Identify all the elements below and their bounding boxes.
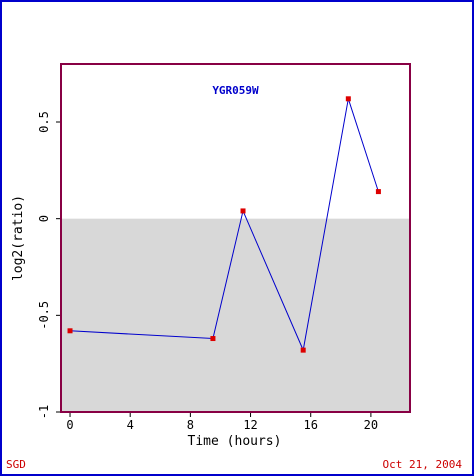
series-line	[69, 98, 379, 352]
footer-source: SGD	[6, 458, 26, 471]
x-tick-label: 0	[66, 418, 73, 432]
y-tick-label: 0.5	[37, 111, 51, 133]
data-point	[67, 328, 73, 334]
data-point	[300, 347, 306, 353]
data-markers	[67, 96, 381, 353]
data-point	[375, 189, 381, 195]
x-tick-label: 8	[187, 418, 194, 432]
x-tick-label: 4	[127, 418, 134, 432]
chart-title: YGR059W	[212, 84, 259, 97]
footer-date: Oct 21, 2004	[382, 458, 462, 471]
negative-region-shade	[61, 218, 410, 412]
y-tick-label: -0.5	[37, 301, 51, 330]
tick-labels: 0 4 8 12 16 20 -1 -0.5 0 0.5	[37, 111, 378, 432]
x-tick-label: 16	[303, 418, 317, 432]
data-point	[210, 336, 216, 342]
y-tick-label: -1	[37, 405, 51, 419]
x-tick-label: 12	[243, 418, 257, 432]
y-axis-label: log2(ratio)	[11, 195, 26, 281]
data-point	[345, 96, 351, 102]
x-tick-label: 20	[364, 418, 378, 432]
x-axis-label: Time (hours)	[188, 434, 282, 449]
y-tick-label: 0	[37, 215, 51, 222]
data-point	[240, 208, 246, 214]
plot-border	[60, 63, 411, 413]
